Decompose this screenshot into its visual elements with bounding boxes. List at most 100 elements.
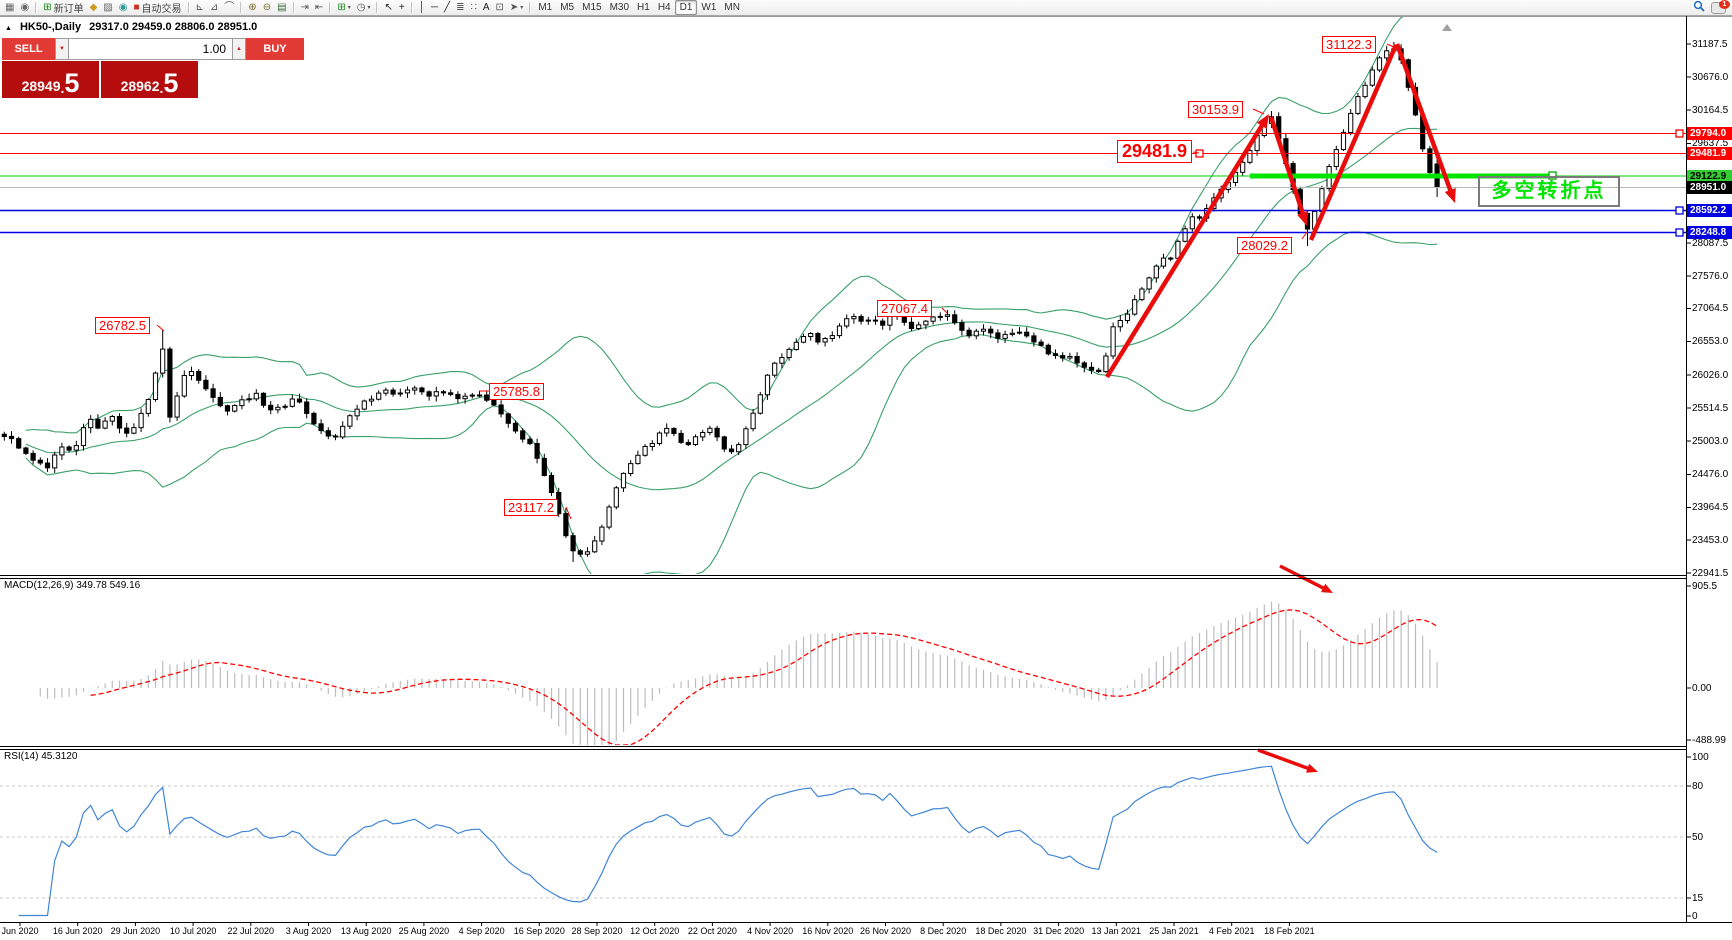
arrows-button[interactable]: ➤ ▾ <box>507 1 526 15</box>
date-axis-label: 13 Jan 2021 <box>1091 926 1142 936</box>
price-axis-badge: 28248.8 <box>1687 226 1732 239</box>
tile-windows-button[interactable]: ▤ <box>274 1 289 15</box>
auto-scroll-button[interactable]: ⇥ <box>298 1 312 15</box>
indicator-zoom-button[interactable]: ◉ <box>17 1 32 15</box>
chart-title-marker-icon: ▲ <box>5 25 12 32</box>
turning-point-annotation[interactable]: 多空转折点 <box>1478 176 1620 207</box>
fibonacci-e-button[interactable]: ≣ <box>453 1 467 15</box>
zoom-in-button[interactable]: ⊕ <box>245 1 259 15</box>
text-button[interactable]: A <box>480 1 493 15</box>
toolbar-buttons: ▦ ◉ ⊞ 新订单 ◆ ▨ ◉ ■ 自动交易 ⊾ ⊿ ⌒ ⊕ ⊖ ▤ ⇥ ⇤ ⊞ ▾ ◷ ▾ ↖ + │ ─ ╱ ≣ ∷ A ⊡ ➤ ▾ <box>2 1 534 15</box>
zoom-out-button[interactable]: ⊖ <box>260 1 274 15</box>
text-label-button[interactable]: ⊡ <box>493 1 507 15</box>
price-axis-tick: 31187.5 <box>1692 38 1728 50</box>
ask-price-display[interactable]: 28962. 5 <box>101 61 198 98</box>
chart-shift-button[interactable]: ⇤ <box>312 1 326 15</box>
price-annotation-label[interactable]: 30153.9 <box>1188 101 1243 118</box>
price-axis-tick: 27576.0 <box>1692 270 1729 282</box>
timeframe-m5[interactable]: M5 <box>560 2 575 13</box>
timeframe-h1[interactable]: H1 <box>637 2 650 13</box>
timeframe-d1[interactable]: D1 <box>674 0 698 15</box>
fibonacci-e-icon: ≣ <box>456 1 465 13</box>
date-axis-label: 12 Oct 2020 <box>630 926 680 936</box>
macd-axis-tick: -488.99 <box>1692 734 1726 746</box>
cursor-button[interactable]: ↖ <box>381 1 395 15</box>
rsi-axis-tick: 50 <box>1692 831 1704 843</box>
date-axis-label: 31 Dec 2020 <box>1033 926 1085 936</box>
rsi-axis-tick: 100 <box>1692 751 1709 763</box>
price-annotation-label[interactable]: 23117.2 <box>504 499 559 516</box>
vertical-line-button[interactable]: │ <box>416 1 428 15</box>
annotation-connectors-layer <box>156 43 1395 520</box>
timeframe-m15[interactable]: M15 <box>582 2 602 13</box>
chevron-down-icon: ▾ <box>520 5 524 11</box>
price-axis-badge: 29794.0 <box>1687 127 1732 140</box>
auto-trading-button[interactable]: ■ 自动交易 <box>130 1 184 16</box>
toolbar-separator <box>410 2 413 13</box>
add-indicator-button[interactable]: ⊞ ▾ <box>334 1 353 15</box>
new-order-label: 新订单 <box>53 4 84 15</box>
date-axis-label: 25 Aug 2020 <box>398 926 450 936</box>
chart-line-icon: ⌒ <box>224 1 235 13</box>
new-order-button[interactable]: ⊞ 新订单 <box>40 1 86 16</box>
chart-window-button[interactable]: ▦ <box>2 1 17 15</box>
timeframe-h4[interactable]: H4 <box>657 2 671 13</box>
sell-button[interactable]: SELL <box>2 38 55 60</box>
cursor-icon: ↖ <box>384 1 393 13</box>
timeframe-m1[interactable]: M1 <box>538 2 553 13</box>
price-axis-tick: 30676.0 <box>1692 71 1729 83</box>
price-axis-badge: 28592.2 <box>1687 204 1732 217</box>
timeframe-m30[interactable]: M30 <box>609 2 630 13</box>
arrows-icon: ➤ <box>509 1 519 13</box>
price-annotation-label[interactable]: 28029.2 <box>1237 237 1292 254</box>
vertical-line-icon: │ <box>418 1 425 13</box>
date-axis-label: 16 Sep 2020 <box>513 926 565 936</box>
macd-axis-tick: 0.00 <box>1692 682 1712 694</box>
date-axis-label: 22 Oct 2020 <box>687 926 737 936</box>
auto-trading-label: 自动交易 <box>141 4 182 15</box>
price-annotation-label[interactable]: 26782.5 <box>95 317 150 334</box>
price-annotation-label[interactable]: 31122.3 <box>1322 36 1377 53</box>
price-annotation-label[interactable]: 29481.9 <box>1117 140 1193 163</box>
rsi-axis-tick: 80 <box>1692 780 1704 792</box>
chevron-down-icon: ▾ <box>347 5 351 11</box>
search-icon[interactable] <box>1693 0 1705 15</box>
timeframe-w1[interactable]: W1 <box>701 2 717 13</box>
chart-ohlc-values: 29317.0 29459.0 28806.0 28951.0 <box>89 21 258 33</box>
price-axis-badge: 29481.9 <box>1687 147 1732 160</box>
horizontal-line-button[interactable]: ─ <box>428 1 441 15</box>
price-annotation-label[interactable]: 27067.4 <box>877 300 932 317</box>
period-clock-button[interactable]: ◷ ▾ <box>354 1 374 15</box>
price-axis-tick: 26026.0 <box>1692 369 1729 381</box>
notifications-icon[interactable]: 1 <box>1711 0 1730 14</box>
crosshair-button[interactable]: + <box>396 1 408 15</box>
buy-button[interactable]: BUY <box>246 38 304 60</box>
price-axis-tick: 29637.5 <box>1692 138 1729 149</box>
date-axis-label: 16 Jun 2020 <box>52 926 103 936</box>
volume-input[interactable] <box>69 38 232 60</box>
price-axis-badge: 29122.9 <box>1687 169 1732 183</box>
gold-symbol-button[interactable]: ◆ <box>87 1 101 15</box>
add-indicator-icon: ⊞ <box>337 1 346 13</box>
volume-decrease-stepper[interactable]: ▼ <box>55 38 69 60</box>
toolbar-separator <box>240 2 243 13</box>
market-watch-button[interactable]: ▨ <box>100 1 115 15</box>
chart-bars-button[interactable]: ⊾ <box>193 1 207 15</box>
toolbar-separator <box>376 2 379 13</box>
volume-increase-stepper[interactable]: ▲ <box>232 38 246 60</box>
fibonacci-f-button[interactable]: ∷ <box>467 1 479 15</box>
timeframe-mn[interactable]: MN <box>724 2 740 13</box>
signals-button[interactable]: ◉ <box>116 1 131 15</box>
chart-candles-button[interactable]: ⊿ <box>207 1 221 15</box>
macd-layer <box>39 601 1438 745</box>
bid-price-display[interactable]: 28949. 5 <box>2 61 99 98</box>
chart-line-button[interactable]: ⌒ <box>221 1 237 15</box>
chart-title: ▲ HK50-,Daily 29317.0 29459.0 28806.0 28… <box>5 21 257 33</box>
trendline-button[interactable]: ╱ <box>441 1 453 15</box>
price-annotation-label[interactable]: 25785.8 <box>489 383 544 400</box>
date-axis-label: 25 Jan 2021 <box>1149 926 1199 936</box>
horizontal-line-icon: ─ <box>430 1 439 13</box>
chevron-down-icon: ▾ <box>367 5 371 11</box>
